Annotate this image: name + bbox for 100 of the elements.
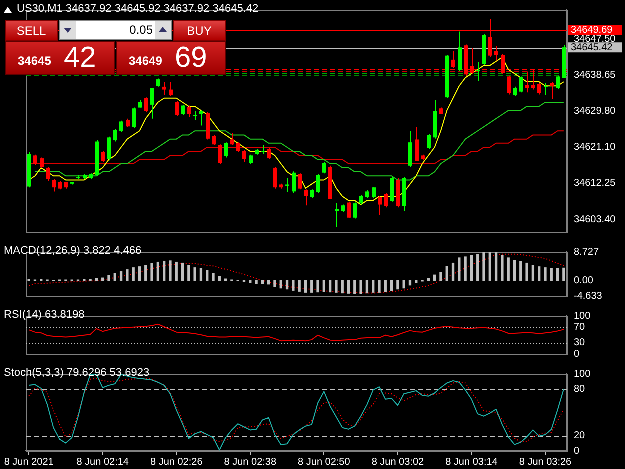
candlestick (182, 104, 186, 116)
chart-title: US30,M1 34637.92 34645.92 34637.92 34645.42 (17, 3, 259, 16)
bar (347, 280, 350, 294)
ref-line-label: 34649.69 (571, 24, 614, 36)
x-tick-label: 8 Jun 02:26 (150, 456, 204, 468)
bar (114, 273, 116, 282)
bar (494, 252, 498, 282)
bar (427, 278, 430, 282)
candlestick (354, 202, 358, 220)
x-tick-label: 8 Jun 2021 (4, 456, 54, 468)
bar (476, 254, 480, 282)
bar (433, 274, 436, 282)
y-tick-label: -4.633 (574, 290, 603, 302)
bar (360, 280, 362, 294)
button: BUY (173, 20, 226, 41)
bar (188, 265, 190, 282)
candlestick (132, 107, 136, 129)
bar (132, 268, 135, 282)
bar (513, 260, 516, 282)
bar (458, 258, 461, 282)
bar (274, 280, 276, 288)
bar (292, 280, 295, 291)
bar (169, 260, 172, 282)
bar (181, 262, 184, 282)
candlestick (508, 75, 512, 96)
candlestick (378, 196, 382, 216)
candlestick (102, 150, 106, 163)
bar (550, 268, 553, 282)
candlestick (304, 189, 308, 206)
y-tick-label: 80 (574, 384, 586, 396)
bar (488, 252, 492, 282)
y-tick-label: 34629.80 (574, 106, 616, 118)
y-tick-label: 30 (574, 337, 586, 348)
candlestick (236, 142, 240, 152)
x-tick-label: 8 Jun 02:14 (76, 456, 130, 468)
bar (322, 280, 326, 292)
candlestick (162, 82, 166, 96)
bar (175, 262, 178, 282)
candlestick (322, 162, 326, 174)
bar (126, 270, 129, 282)
candlestick (348, 201, 352, 218)
bar (470, 255, 474, 282)
candlestick (520, 76, 524, 94)
y-tick-label: 34638.65 (574, 70, 616, 82)
bar (144, 265, 148, 282)
bar (372, 280, 375, 293)
candlestick (218, 144, 222, 165)
button: SELL (5, 20, 58, 41)
annotation: 0.05 (130, 23, 153, 37)
candlestick (316, 174, 320, 194)
y-tick-label: 8.727 (574, 246, 600, 258)
bar (446, 266, 448, 282)
annotation: 69 (175, 42, 208, 74)
y-tick-label: 20 (574, 430, 586, 442)
chart-title: MACD(12,26,9) 3.822 4.466 (4, 245, 142, 258)
bar (194, 268, 196, 282)
candlestick (200, 110, 204, 126)
bar (108, 275, 110, 282)
y-tick-label: 34647.50 (574, 34, 616, 45)
bar (440, 272, 442, 282)
y-tick-label: 0 (574, 348, 580, 360)
candlestick (114, 128, 118, 142)
bar (218, 276, 221, 282)
bar (150, 263, 154, 282)
candlestick (372, 187, 376, 199)
candlestick (390, 176, 394, 202)
candlestick (34, 154, 38, 166)
bar (335, 280, 338, 293)
candlestick (170, 82, 174, 97)
bar (120, 272, 123, 282)
bar (390, 280, 394, 292)
bar (402, 280, 406, 289)
bar (482, 252, 486, 282)
y-tick-label: 34603.40 (574, 214, 616, 226)
bar (378, 280, 381, 293)
candlestick (384, 192, 388, 208)
bar (255, 280, 258, 284)
candlestick (538, 82, 542, 96)
candlestick (514, 86, 518, 97)
annotation: 34649 (129, 54, 162, 68)
bar (464, 256, 467, 282)
bar (316, 280, 320, 293)
bar (286, 280, 289, 290)
candlestick (494, 46, 498, 62)
candlestick (230, 132, 234, 146)
line-series (28, 378, 564, 442)
candlestick (292, 171, 296, 194)
candlestick (250, 154, 254, 165)
bar (328, 280, 332, 293)
bar (452, 262, 455, 282)
bar (304, 280, 308, 293)
bar (366, 280, 369, 294)
y-tick-label: 0.00 (574, 275, 594, 286)
candlestick (46, 166, 50, 182)
x-tick-label: 8 Jun 03:02 (372, 456, 425, 468)
candlestick (224, 142, 228, 158)
candlestick (476, 62, 480, 82)
number-field: 0.05 (59, 20, 172, 40)
bar (532, 265, 535, 282)
candlestick (144, 97, 148, 113)
